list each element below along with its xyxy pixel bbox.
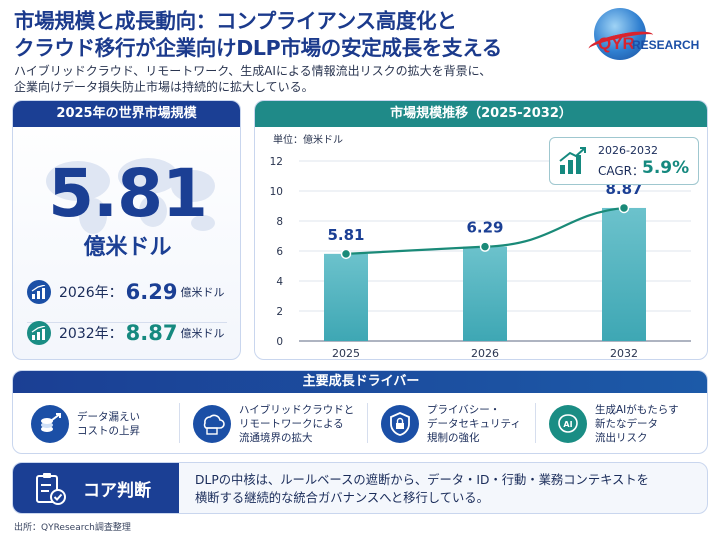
driver-text-line: 規制の強化 bbox=[427, 432, 480, 444]
core-text-line: 横断する継続的な統合ガバナンスへと移行している。 bbox=[195, 491, 489, 505]
core-judgment-panel: コア判断 DLPの中核は、ルールベースの遮断から、データ・ID・行動・業務コンテ… bbox=[12, 462, 708, 514]
stat-year: 2026年： bbox=[59, 285, 123, 301]
y-tick-label: 12 bbox=[270, 156, 283, 168]
divider bbox=[535, 403, 536, 443]
bar-growth-icon bbox=[27, 280, 51, 304]
ai-brain-icon: AI bbox=[549, 405, 587, 443]
driver-text-line: 新たなデータ bbox=[595, 418, 658, 430]
bar-2032 bbox=[602, 207, 646, 341]
y-tick-label: 0 bbox=[276, 336, 283, 348]
driver-text-line: ハイブリッドクラウドと bbox=[239, 404, 355, 416]
qyr-logo: QYR RESEARCH bbox=[587, 8, 716, 64]
divider bbox=[179, 403, 180, 443]
stat-unit: 億米ドル bbox=[180, 327, 225, 340]
y-tick-label: 10 bbox=[270, 186, 283, 198]
stat-value: 6.29 bbox=[125, 280, 178, 304]
globe-icon bbox=[594, 8, 646, 60]
chart-panel: 市場規模推移（2025-2032） 単位：億米ドル 0 2 4 6 8 10 12 2025… bbox=[254, 100, 708, 360]
cloud-laptop-icon bbox=[193, 405, 231, 443]
divider bbox=[27, 322, 227, 323]
chart-title: 市場規模推移（2025-2032） bbox=[255, 101, 707, 127]
driver-text-line: リモートワークによる bbox=[239, 418, 344, 430]
x-tick-label: 2032 bbox=[610, 347, 638, 359]
title-line-1: 市場規模と成長動向：コンプライアンス高度化と bbox=[14, 9, 457, 33]
cagr-period: 2026-2032 bbox=[598, 144, 658, 157]
x-tick-label: 2026 bbox=[471, 347, 499, 359]
driver-text-line: 流出リスク bbox=[595, 432, 648, 444]
title-line-2: クラウド移行が企業向けDLP市場の安定成長を支える bbox=[14, 36, 502, 60]
driver-text-line: コストの上昇 bbox=[77, 425, 140, 437]
drivers-heading: 主要成長ドライバー bbox=[13, 371, 707, 393]
subtitle-line-1: ハイブリッドクラウド、リモートワーク、生成AIによる情報流出リスクの拡大を背景に… bbox=[14, 64, 492, 78]
subtitle-line-2: 企業向けデータ損失防止市場は持続的に拡大している。 bbox=[14, 80, 314, 94]
core-text: DLPの中核は、ルールベースの遮断から、データ・ID・行動・業務コンテキストを … bbox=[195, 471, 700, 507]
page-subtitle: ハイブリッドクラウド、リモートワーク、生成AIによる情報流出リスクの拡大を背景に… bbox=[14, 63, 614, 95]
driver-item: プライバシー・ データセキュリティ 規制の強化 bbox=[381, 397, 521, 451]
market-size-heading: 2025年の世界市場規模 bbox=[13, 101, 240, 127]
source-note: 出所：QYResearch調査整理 bbox=[14, 523, 131, 533]
y-tick-label: 8 bbox=[276, 216, 283, 228]
data-label: 5.81 bbox=[327, 226, 364, 244]
bar-growth-icon bbox=[27, 321, 51, 345]
driver-item: ハイブリッドクラウドと リモートワークによる 流通境界の拡大 bbox=[193, 397, 354, 451]
market-size-panel: 2025年の世界市場規模 5.81 億米ドル 2026年： 6.29 億米ドル … bbox=[12, 100, 241, 360]
driver-text-line: 生成AIがもたらす bbox=[595, 404, 679, 416]
svg-text:AI: AI bbox=[563, 420, 572, 429]
trend-line bbox=[345, 206, 625, 255]
driver-text-line: 流通境界の拡大 bbox=[239, 432, 313, 444]
logo-qyr-text: QYR bbox=[598, 34, 635, 53]
driver-text-line: データセキュリティ bbox=[427, 418, 521, 430]
y-tick-label: 2 bbox=[276, 306, 283, 318]
cagr-box: 2026-2032 CAGR： 5.9% bbox=[549, 137, 699, 185]
trend-point bbox=[340, 248, 352, 260]
cagr-label: CAGR： bbox=[598, 164, 645, 178]
driver-text-line: プライバシー・ bbox=[427, 404, 501, 416]
y-tick-label: 4 bbox=[276, 276, 283, 288]
core-label-block: コア判断 bbox=[13, 463, 179, 513]
driver-item: AI 生成AIがもたらす 新たなデータ 流出リスク bbox=[549, 397, 679, 451]
stat-row-2026: 2026年： 6.29 億米ドル bbox=[27, 279, 232, 305]
coin-growth-icon bbox=[31, 405, 69, 443]
logo-research-text: RESEARCH bbox=[632, 38, 700, 52]
stat-value: 8.87 bbox=[125, 321, 178, 345]
growth-drivers-panel: 主要成長ドライバー データ漏えい コストの上昇 ハイブリッドクラウドと リモート… bbox=[12, 370, 708, 454]
x-tick-label: 2025 bbox=[332, 347, 360, 359]
cagr-value: 5.9% bbox=[642, 158, 690, 178]
chart-unit-label: 単位：億米ドル bbox=[273, 133, 343, 146]
shield-lock-icon bbox=[381, 405, 419, 443]
checklist-icon bbox=[36, 473, 66, 505]
market-size-unit: 億米ドル bbox=[83, 235, 172, 260]
stat-unit: 億米ドル bbox=[180, 286, 225, 299]
bar-2025 bbox=[324, 253, 368, 341]
core-text-line: DLPの中核は、ルールベースの遮断から、データ・ID・行動・業務コンテキストを bbox=[195, 473, 649, 487]
world-map-icon bbox=[46, 158, 215, 234]
page-title: 市場規模と成長動向：コンプライアンス高度化と クラウド移行が企業向けDLP市場の… bbox=[14, 8, 584, 62]
bar-2026 bbox=[463, 246, 507, 341]
data-label: 6.29 bbox=[466, 219, 503, 237]
divider bbox=[367, 403, 368, 443]
y-tick-label: 6 bbox=[276, 246, 283, 258]
market-size-value: 5.81 bbox=[48, 155, 208, 232]
core-label: コア判断 bbox=[83, 481, 151, 501]
stat-row-2032: 2032年： 8.87 億米ドル bbox=[27, 320, 232, 346]
stat-year: 2032年： bbox=[59, 326, 123, 342]
growth-chart-icon bbox=[559, 147, 586, 174]
trend-point bbox=[618, 202, 630, 214]
driver-text-line: データ漏えい bbox=[77, 411, 140, 423]
driver-item: データ漏えい コストの上昇 bbox=[31, 397, 140, 451]
trend-point bbox=[479, 241, 491, 252]
